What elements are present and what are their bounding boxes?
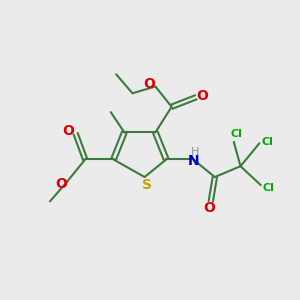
- Text: O: O: [203, 201, 215, 215]
- Text: O: O: [62, 124, 74, 138]
- Text: H: H: [191, 147, 200, 157]
- Text: Cl: Cl: [262, 137, 274, 147]
- Text: O: O: [56, 177, 68, 191]
- Text: O: O: [143, 77, 155, 91]
- Text: S: S: [142, 178, 152, 192]
- Text: Cl: Cl: [263, 183, 275, 193]
- Text: N: N: [188, 154, 200, 168]
- Text: O: O: [196, 89, 208, 103]
- Text: Cl: Cl: [230, 129, 242, 139]
